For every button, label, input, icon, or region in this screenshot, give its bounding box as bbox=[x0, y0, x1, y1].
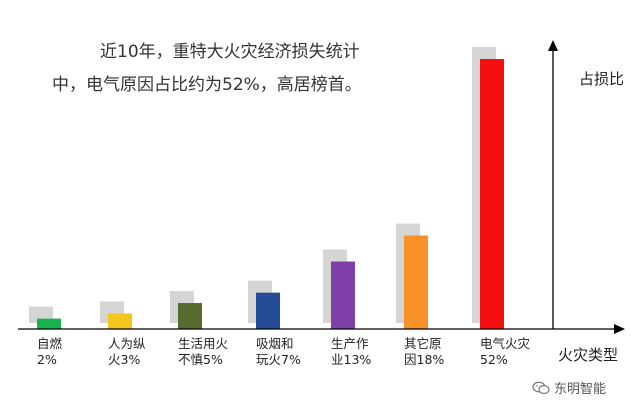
bar bbox=[37, 318, 61, 329]
y-axis-arrow bbox=[548, 40, 558, 51]
bar bbox=[178, 303, 202, 329]
category-label: 人为纵 火3% bbox=[108, 336, 146, 367]
x-axis-arrow bbox=[614, 324, 625, 334]
bar bbox=[256, 292, 280, 329]
watermark: 东明智能 bbox=[532, 378, 606, 397]
chart-annotation: 近10年，重特大火灾经济损失统计中，电气原因占比约为52%，高居榜首。 bbox=[52, 42, 362, 95]
bar bbox=[480, 59, 504, 329]
category-label: 生活用火 不慎5% bbox=[178, 336, 229, 367]
category-label: 电气火灾 52% bbox=[480, 336, 531, 367]
y-axis-label: 占损比 bbox=[579, 70, 625, 88]
bar bbox=[331, 261, 355, 329]
category-label: 其它原 因18% bbox=[404, 336, 445, 367]
watermark-text: 东明智能 bbox=[554, 382, 607, 397]
wechat-icon bbox=[532, 381, 550, 394]
bar bbox=[404, 235, 428, 329]
category-label: 自燃 2% bbox=[37, 336, 63, 367]
category-label: 吸烟和 玩火7% bbox=[256, 336, 301, 367]
category-label: 生产作 业13% bbox=[331, 336, 372, 367]
x-axis-label: 火灾类型 bbox=[558, 346, 619, 364]
bar bbox=[108, 313, 132, 329]
